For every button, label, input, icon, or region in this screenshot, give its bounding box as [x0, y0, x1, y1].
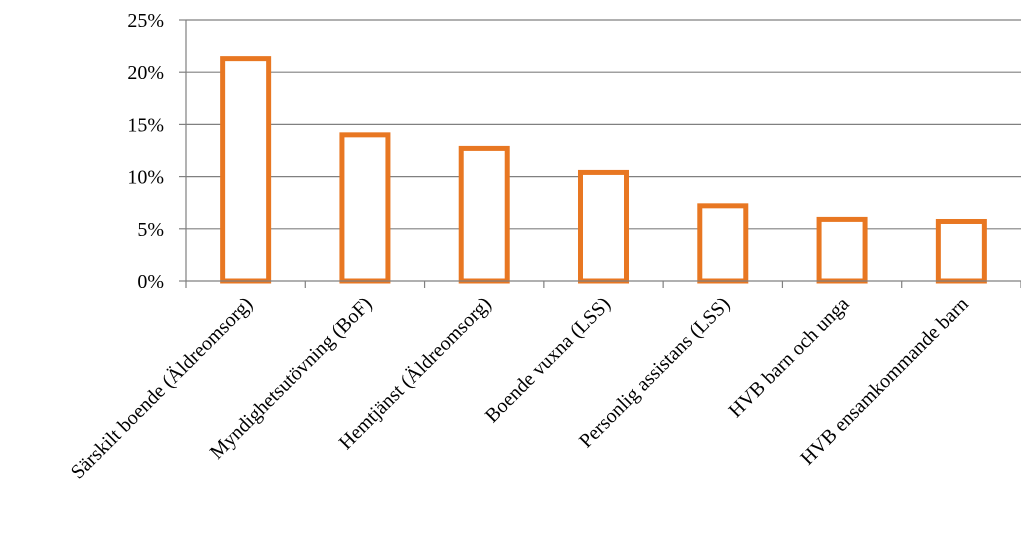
- gridlines: [179, 19, 1021, 282]
- x-category-label: HVB barn och unga: [725, 293, 854, 422]
- y-tick-label: 0%: [137, 271, 164, 293]
- bar: [578, 169, 629, 284]
- x-axis-category-labels: Särskilt boende (Äldreomsorg)Myndighetsu…: [66, 292, 973, 483]
- bar: [816, 216, 868, 284]
- bar: [339, 132, 391, 284]
- bar: [935, 218, 987, 284]
- y-axis-tick-labels: 0% 5% 10% 15% 20% 25%: [127, 10, 164, 293]
- y-tick-label: 5%: [137, 219, 164, 241]
- x-category-label: Boende vuxna (LSS): [481, 293, 615, 427]
- bar: [458, 145, 510, 284]
- y-tick-label: 20%: [127, 62, 164, 84]
- y-tick-label: 15%: [127, 114, 164, 136]
- bar: [220, 56, 272, 284]
- bar: [697, 203, 749, 284]
- bars: [220, 56, 987, 284]
- x-axis: [185, 280, 1021, 288]
- y-tick-label: 25%: [127, 10, 164, 32]
- y-tick-label: 10%: [127, 167, 164, 189]
